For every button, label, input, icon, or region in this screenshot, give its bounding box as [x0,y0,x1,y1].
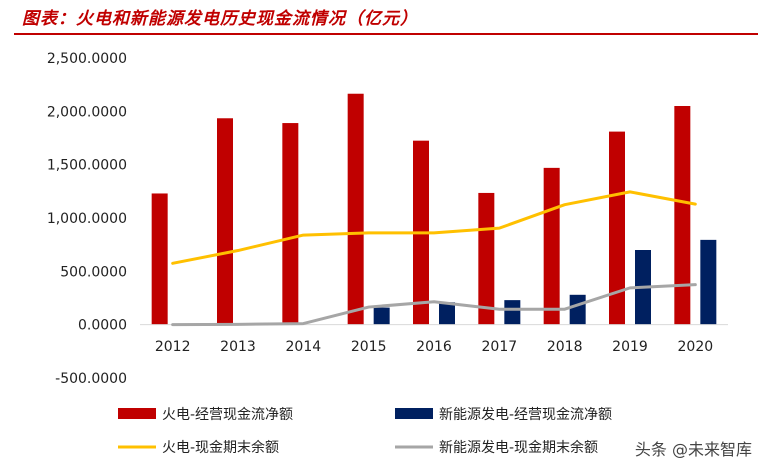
legend-label: 火电-经营现金流净额 [162,407,293,423]
bar-renewable-2016 [439,302,455,325]
line-thermal-cash [171,190,697,265]
bar-renewable-2015 [373,307,390,325]
x-tick-label: 2012 [155,339,191,355]
legend-swatch [395,408,433,419]
y-tick-label: 1,500.0000 [47,158,127,174]
watermark: 头条 @未来智库 [630,435,756,461]
bar-thermal-2012 [151,193,168,325]
bar-renewable-2018 [569,294,586,325]
y-axis-ticks: -500.0000 0.0000 500.0000 1,000.0000 1,500.0… [47,51,127,387]
bar-thermal-2019 [609,131,625,325]
y-tick-label: 500.0000 [60,264,127,280]
legend-label: 火电-现金期末余额 [162,439,279,456]
x-tick-label: 2019 [612,339,648,355]
title-divider [14,33,758,35]
bar-renewable-2020 [700,239,717,325]
bar-thermal-2013 [217,118,233,325]
bar-series [151,93,717,325]
y-tick-label: 2,500.0000 [47,51,127,67]
chart-title: 图表：火电和新能源发电历史现金流情况（亿元） [22,9,418,29]
y-tick-label: 0.0000 [78,318,127,334]
x-tick-label: 2020 [678,339,714,355]
bar-thermal-2017 [478,192,495,325]
line-renewable-cash [171,283,697,327]
x-tick-label: 2018 [547,339,583,355]
y-tick-label: 1,000.0000 [47,211,127,227]
legend-label: 新能源发电-现金期末余额 [439,439,598,456]
y-tick-label: 2,000.0000 [47,104,127,120]
x-tick-label: 2017 [482,339,518,355]
x-tick-label: 2013 [220,339,256,355]
bar-thermal-2018 [543,167,560,325]
x-tick-label: 2016 [416,339,452,355]
bar-thermal-2014 [282,123,299,325]
legend-label: 新能源发电-经营现金流净额 [439,407,612,423]
line-series [171,190,697,327]
y-tick-label: -500.0000 [55,371,127,387]
x-axis-ticks: 2012 2013 2014 2015 2016 2017 2018 2019 2020 [155,339,713,355]
bar-renewable-2017 [504,300,521,325]
x-tick-label: 2014 [286,339,322,355]
legend-swatch [118,408,156,419]
x-tick-label: 2015 [351,339,387,355]
bar-thermal-2015 [347,93,364,325]
bar-thermal-2020 [674,106,691,325]
